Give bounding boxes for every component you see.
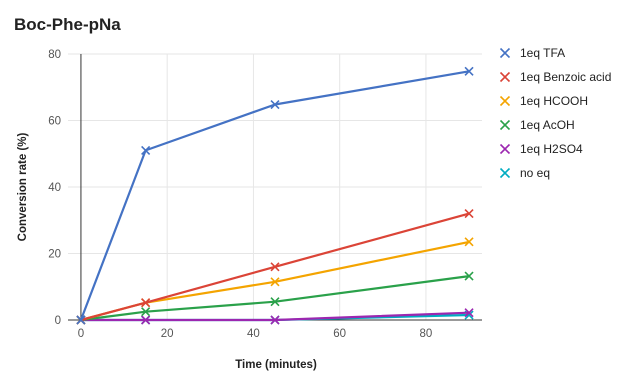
legend-label: no eq	[520, 166, 550, 180]
legend-label: 1eq HCOOH	[520, 94, 588, 108]
series-line	[80, 212, 470, 322]
x-axis-ticks: 0 20 40 60 80	[78, 328, 433, 340]
data-point-marker	[76, 315, 86, 325]
x-tick-label: 80	[420, 328, 433, 340]
legend-marker	[499, 47, 511, 59]
x-tick-label: 20	[161, 328, 174, 340]
series-line	[80, 275, 470, 322]
legend-marker	[499, 143, 511, 155]
data-point-marker	[270, 315, 280, 325]
data-point-marker	[464, 66, 474, 76]
x-tick-label: 60	[333, 328, 346, 340]
y-tick-label: 80	[48, 49, 61, 61]
legend-marker	[499, 71, 511, 83]
legend-label: 1eq AcOH	[520, 118, 575, 132]
series-layer	[76, 66, 474, 325]
series-line	[79, 70, 470, 321]
y-tick-label: 20	[48, 249, 61, 261]
y-tick-label: 0	[55, 315, 61, 327]
y-axis-label: Conversion rate (%)	[17, 133, 29, 242]
data-point-marker	[464, 271, 474, 281]
data-point-marker	[270, 277, 280, 287]
series-line	[80, 311, 470, 322]
chart-title: Boc-Phe-pNa	[14, 15, 121, 34]
data-point-marker	[141, 307, 151, 317]
y-tick-label: 60	[48, 116, 61, 128]
data-point-marker	[270, 99, 280, 110]
y-tick-label: 40	[48, 182, 61, 194]
x-tick-label: 0	[78, 328, 84, 340]
data-point-marker	[464, 237, 474, 247]
legend-label: 1eq Benzoic acid	[520, 70, 611, 84]
data-point-marker	[141, 315, 151, 325]
y-axis-ticks: 0 20 40 60 80	[48, 49, 61, 327]
legend-label: 1eq TFA	[520, 46, 565, 60]
x-axis-label: Time (minutes)	[235, 359, 317, 371]
legend-marker	[499, 95, 511, 107]
x-tick-label: 40	[247, 328, 260, 340]
data-point-marker	[270, 262, 280, 272]
data-point-marker	[464, 308, 474, 318]
legend-label: 1eq H2SO4	[520, 142, 583, 156]
data-point-marker	[270, 297, 280, 307]
data-point-marker	[141, 145, 151, 155]
gridlines	[68, 53, 482, 320]
data-point-marker	[464, 209, 474, 219]
legend: 1eq TFA 1eq Benzoic acid 1eq HCOOH 1eq AcOH…	[499, 46, 611, 180]
legend-marker	[499, 119, 511, 131]
data-point-marker	[141, 298, 151, 308]
legend-marker	[499, 167, 511, 179]
